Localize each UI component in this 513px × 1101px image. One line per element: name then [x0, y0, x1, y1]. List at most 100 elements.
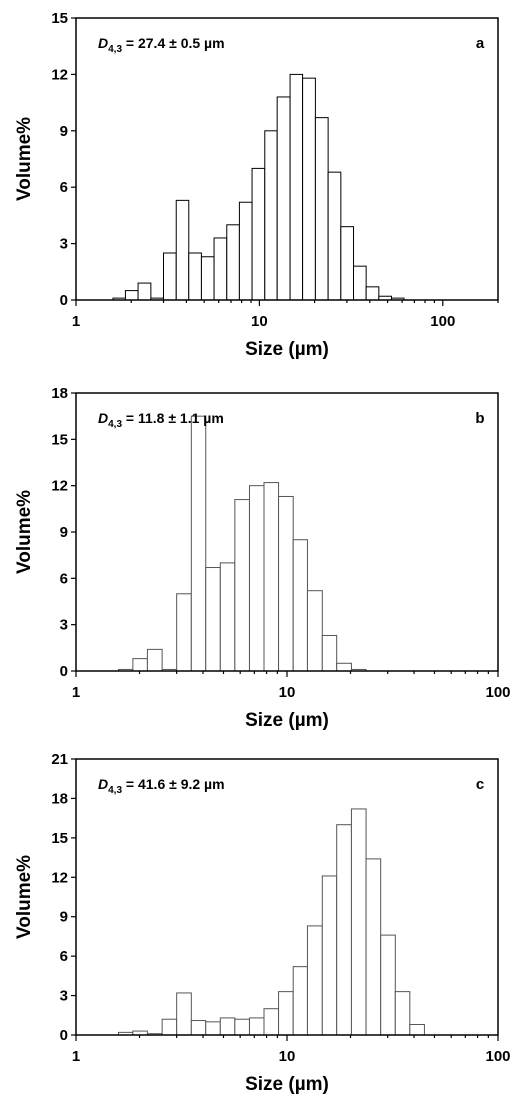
histogram-bar [278, 495, 294, 672]
histogram-bar [394, 991, 411, 1036]
y-tick-label: 18 [51, 790, 68, 807]
annotation-symbol: D [98, 410, 108, 426]
mean-diameter-annotation: D4,3 = 41.6 ± 9.2 µm [98, 776, 225, 796]
histogram-bar [132, 658, 148, 672]
y-tick-label: 9 [60, 909, 68, 926]
annotation-subscript: 4,3 [108, 785, 122, 796]
y-tick-label: 15 [51, 431, 68, 448]
histogram-bar [264, 130, 278, 301]
histogram-bar [306, 925, 323, 1036]
histogram-bar [302, 77, 316, 301]
histogram-bar [327, 171, 342, 301]
annotation-symbol: D [98, 776, 108, 792]
y-tick-label: 9 [60, 524, 68, 541]
histogram-bar [321, 634, 338, 672]
y-tick-label: 12 [51, 478, 68, 495]
plot-frame [75, 17, 499, 301]
histogram-bar [353, 265, 367, 301]
x-tick-label: 100 [485, 684, 510, 701]
mean-diameter-annotation: D4,3 = 27.4 ± 0.5 µm [98, 35, 225, 55]
histogram-bar [137, 282, 152, 301]
histogram-bar [306, 590, 323, 672]
histogram-bar [205, 567, 221, 672]
histogram-bar [248, 1017, 265, 1036]
y-tick-label: 21 [51, 751, 68, 768]
y-tick-label: 12 [51, 869, 68, 886]
y-tick-label: 12 [51, 66, 68, 83]
histogram-bar [205, 1021, 221, 1036]
histogram-bar [292, 966, 308, 1036]
histogram-bar [314, 117, 329, 301]
y-axis-title: Volume% [14, 117, 35, 201]
histogram-bar [365, 286, 380, 301]
annotation-subscript: 4,3 [108, 419, 122, 430]
y-tick-label: 6 [60, 179, 68, 196]
y-tick-label: 3 [60, 988, 68, 1005]
annotation-value: = 41.6 ± 9.2 µm [122, 776, 225, 792]
x-tick-label: 1 [72, 313, 80, 330]
x-tick-label: 100 [430, 313, 455, 330]
histogram-bar [190, 1020, 207, 1036]
histogram-bar [226, 224, 240, 301]
histogram-bar [188, 252, 202, 301]
histogram-bar [409, 1023, 425, 1036]
histogram-bar [365, 858, 382, 1036]
y-tick-label: 3 [60, 617, 68, 634]
annotation-value: = 27.4 ± 0.5 µm [122, 35, 225, 51]
annotation-symbol: D [98, 35, 108, 51]
chart-panel-b: 0 3 6 9 12 15 18 1 10 100 Size (µm) Volume% D4,3 = 1… [14, 385, 511, 731]
y-axis-title: Volume% [14, 490, 35, 574]
histogram-bar [163, 252, 177, 301]
y-tick-label: 0 [60, 663, 68, 680]
histogram-bar [263, 482, 280, 672]
histogram-bar [234, 1018, 250, 1036]
histogram-bar [336, 824, 352, 1036]
y-tick-label: 15 [51, 830, 68, 847]
histogram-bar [380, 934, 396, 1036]
x-tick-label: 1 [72, 1048, 80, 1065]
histogram-bar [190, 415, 207, 672]
histogram-bar [292, 539, 308, 672]
y-tick-label: 0 [60, 1027, 68, 1044]
histogram-bar [161, 1018, 178, 1036]
histogram-bar [219, 1017, 236, 1036]
histogram-bar [321, 875, 338, 1036]
histogram-bar [124, 290, 139, 301]
y-tick-label: 3 [60, 236, 68, 253]
y-tick-label: 18 [51, 385, 68, 402]
histogram-bar [350, 808, 367, 1036]
x-tick-label: 10 [251, 313, 268, 330]
y-axis-title: Volume% [14, 855, 35, 939]
x-tick-label: 10 [279, 684, 296, 701]
histogram-bar [340, 226, 355, 301]
y-tick-label: 15 [51, 10, 68, 27]
histogram-bar [238, 201, 253, 301]
histogram-bar [248, 485, 265, 672]
histogram-bar [176, 593, 192, 672]
histogram-bar [234, 499, 250, 672]
histogram-bar [175, 199, 190, 301]
y-tick-label: 6 [60, 948, 68, 965]
chart-panel-c: 0 3 6 9 12 15 18 21 1 10 100 Size (µm) Volume% D4,3 =… [14, 751, 511, 1095]
x-axis-title: Size (µm) [245, 710, 329, 731]
y-tick-label: 6 [60, 570, 68, 587]
x-tick-label: 100 [485, 1048, 510, 1065]
histogram-bar [213, 237, 228, 301]
x-axis-title: Size (µm) [245, 339, 329, 360]
panel-letter: c [476, 776, 484, 793]
histogram-bar [219, 562, 236, 672]
x-tick-label: 10 [279, 1048, 296, 1065]
panel-letter: b [475, 410, 484, 427]
x-axis-title: Size (µm) [245, 1074, 329, 1095]
histogram-bar [276, 96, 291, 301]
histogram-bar [336, 662, 352, 672]
histogram-bar [200, 256, 215, 301]
histogram-bar [251, 167, 266, 301]
histogram-bar [289, 73, 304, 301]
chart-panel-a: 0 3 6 9 12 15 1 10 100 Size (µm) Volume% D4,3 = 27.… [14, 10, 499, 360]
x-tick-label: 1 [72, 684, 80, 701]
histogram-bar [176, 992, 192, 1036]
histogram-bar [263, 1008, 280, 1036]
y-tick-label: 9 [60, 123, 68, 140]
